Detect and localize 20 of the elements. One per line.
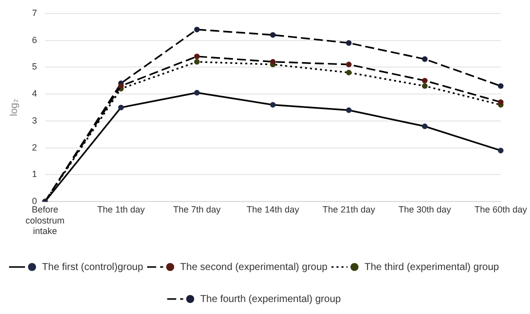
y-tick-label: 5 <box>32 62 38 72</box>
y-tick-label: 3 <box>32 115 38 126</box>
legend-label: The second (experimental) group <box>180 262 328 273</box>
x-tick-label: The 7th day <box>173 204 222 214</box>
y-tick-label: 4 <box>32 88 38 99</box>
x-tick-label: The 30th day <box>398 204 452 214</box>
x-tick-label: The 14th day <box>246 204 300 214</box>
legend-label: The first (control)group <box>42 262 144 273</box>
x-tick-label: Before colostrum intake <box>26 204 65 236</box>
legend-label: The fourth (experimental) group <box>200 294 342 305</box>
legend-label: The third (experimental) group <box>364 262 500 273</box>
y-tick-label: 7 <box>32 8 38 18</box>
y-tick-label: 2 <box>32 142 38 152</box>
x-tick-label: The 21th day <box>322 204 376 214</box>
y-tick-label: 6 <box>32 34 38 45</box>
x-tick-label: The 60th day <box>474 204 528 214</box>
x-tick-label: The 1th day <box>97 204 146 214</box>
y-tick-label: 1 <box>32 169 38 180</box>
y-tick-label: 0 <box>32 196 38 206</box>
y-axis-title: log₂ <box>8 98 20 116</box>
